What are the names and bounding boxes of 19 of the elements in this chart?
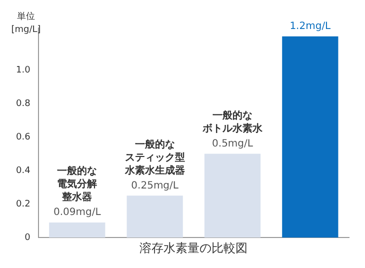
y-tick-label: 0.6 [16, 132, 31, 142]
y-tick-label: 0.8 [16, 98, 31, 109]
bar [204, 154, 261, 238]
data-label: 0.09mg/L [54, 207, 102, 218]
y-tick-label: 0.4 [16, 166, 31, 176]
data-label: 0.5mg/L [212, 138, 254, 150]
bar [49, 222, 106, 238]
x-tick-label: 一般的なスティック型水素水生成器 [124, 138, 185, 176]
y-tick-label: 0.2 [16, 199, 30, 210]
data-label: 0.25mg/L [131, 180, 179, 192]
y-axis-title: 単位 [mg/L] [11, 10, 41, 35]
x-axis-title: 溶存水素量の比較図 [140, 240, 248, 255]
bar [282, 36, 338, 238]
data-label: 1.2mg/L [290, 20, 332, 32]
y-tick-label: 1.0 [16, 65, 31, 76]
x-tick-label: 一般的なボトル水素水 [201, 109, 264, 134]
bar [126, 196, 183, 238]
x-tick-label: 一般的な電気分解整水器 [57, 165, 98, 204]
y-tick-label: 0 [24, 232, 31, 243]
